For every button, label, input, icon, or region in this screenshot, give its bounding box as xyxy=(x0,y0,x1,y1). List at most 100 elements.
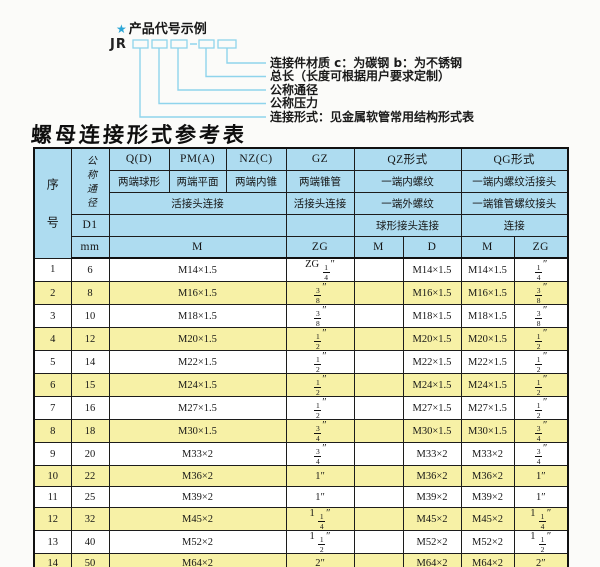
cell-dn: 32 xyxy=(70,507,110,531)
cell-qz-d: M22×1.5 xyxy=(402,350,462,374)
cell-qg-zg: 1″ xyxy=(513,486,569,508)
cell-qz-m xyxy=(353,553,404,567)
cell-serial: 9 xyxy=(33,442,72,466)
cell-serial: 5 xyxy=(33,350,72,374)
cell-gz-zg: 1 1 2 ″ xyxy=(285,530,355,554)
table-row: 8 18 M30×1.5 3 4 ″ M30×1.5 M30×1.5 3 4 ″ xyxy=(33,419,569,443)
header-nz: NZ(C) xyxy=(225,147,287,171)
header-zg: ZG xyxy=(285,235,355,259)
cell-qg-m: M18×1.5 xyxy=(460,304,515,328)
cell-gz-zg: 1 1 4 ″ xyxy=(285,507,355,531)
cell-thread-m: M27×1.5 xyxy=(108,396,287,420)
cell-qg-zg: 3 8 ″ xyxy=(513,281,569,305)
code-box-3 xyxy=(170,39,188,49)
header-pm: PM(A) xyxy=(168,147,227,171)
cell-qz-m xyxy=(353,507,404,531)
cell-serial: 1 xyxy=(33,257,72,282)
cell-qg-zg: 1 2 ″ xyxy=(513,396,569,420)
cell-qg-zg: 1 1 2 ″ xyxy=(513,530,569,554)
cell-thread-m: M18×1.5 xyxy=(108,304,287,328)
cell-qz-d: M52×2 xyxy=(402,530,462,554)
cell-qz-m xyxy=(353,257,404,282)
cell-qz-d: M27×1.5 xyxy=(402,396,462,420)
cell-qz-d: M24×1.5 xyxy=(402,373,462,397)
header-qz-row2: 一端内螺纹 xyxy=(353,169,462,193)
cell-serial: 14 xyxy=(33,553,72,567)
cell-gz-zg: 3 4 ″ xyxy=(285,419,355,443)
cell-qz-m xyxy=(353,281,404,305)
cell-dn: 20 xyxy=(70,442,110,466)
code-prefix: JR xyxy=(110,37,127,52)
cell-dn: 15 xyxy=(70,373,110,397)
star-icon: ★ xyxy=(116,22,127,36)
cell-dn: 8 xyxy=(70,281,110,305)
table-row: 3 10 M18×1.5 3 8 ″ M18×1.5 M18×1.5 3 8 ″ xyxy=(33,304,569,328)
cell-gz-zg: 1″ xyxy=(285,486,355,508)
cell-thread-m: M22×1.5 xyxy=(108,350,287,374)
cell-thread-m: M20×1.5 xyxy=(108,327,287,351)
header-pm-desc: 两端平面 xyxy=(168,169,227,193)
table-row: 13 40 M52×2 1 1 2 ″ M52×2 M52×2 1 1 2 ″ xyxy=(33,530,569,554)
cell-qz-m xyxy=(353,442,404,466)
cell-qz-m xyxy=(353,350,404,374)
cell-qg-m: M52×2 xyxy=(460,530,515,554)
cell-qz-m xyxy=(353,396,404,420)
cell-serial: 12 xyxy=(33,507,72,531)
table-row: 7 16 M27×1.5 1 2 ″ M27×1.5 M27×1.5 1 2 ″ xyxy=(33,396,569,420)
header-union-gz: 活接头连接 xyxy=(285,191,355,215)
cell-dn: 10 xyxy=(70,304,110,328)
cell-gz-zg: 1 2 ″ xyxy=(285,373,355,397)
cell-dn: 14 xyxy=(70,350,110,374)
cell-qz-m xyxy=(353,486,404,508)
header-qg-zg: ZG xyxy=(513,235,569,259)
code-box-2 xyxy=(151,39,168,49)
cell-qg-zg: 2″ xyxy=(513,553,569,567)
cell-qg-m: M33×2 xyxy=(460,442,515,466)
cell-qz-m xyxy=(353,304,404,328)
cell-serial: 4 xyxy=(33,327,72,351)
table-row: 6 15 M24×1.5 1 2 ″ M24×1.5 M24×1.5 1 2 ″ xyxy=(33,373,569,397)
cell-gz-zg: 1 2 ″ xyxy=(285,327,355,351)
cell-qz-d: M36×2 xyxy=(402,465,462,487)
header-gz: GZ xyxy=(285,147,355,171)
code-box-1 xyxy=(132,39,149,49)
header-m: M xyxy=(108,235,287,259)
cell-dn: 6 xyxy=(70,257,110,282)
connector-material xyxy=(226,48,266,64)
cell-thread-m: M24×1.5 xyxy=(108,373,287,397)
cell-thread-m: M36×2 xyxy=(108,465,287,487)
cell-qz-d: M14×1.5 xyxy=(402,257,462,282)
cell-qg-m: M45×2 xyxy=(460,507,515,531)
cell-qg-zg: 1 2 ″ xyxy=(513,327,569,351)
cell-dn: 25 xyxy=(70,486,110,508)
header-gz-desc: 两端锥管 xyxy=(285,169,355,193)
cell-thread-m: M45×2 xyxy=(108,507,287,531)
cell-qz-m xyxy=(353,465,404,487)
cell-qz-d: M64×2 xyxy=(402,553,462,567)
header-qz-row4: 球形接头连接 xyxy=(353,213,462,237)
cell-gz-zg: 1″ xyxy=(285,465,355,487)
header-d1: D1 xyxy=(70,213,110,237)
cell-qz-m xyxy=(353,327,404,351)
table-row: 2 8 M16×1.5 3 8 ″ M16×1.5 M16×1.5 3 8 ″ xyxy=(33,281,569,305)
cell-qg-m: M24×1.5 xyxy=(460,373,515,397)
table-header: 序号 公称通径 Q(D) PM(A) NZ(C) GZ QZ形式 QG形式 两端… xyxy=(33,147,569,259)
cell-serial: 7 xyxy=(33,396,72,420)
label-form: 连接形式：见金属软管常用结构形式表 xyxy=(270,109,475,124)
cell-gz-zg: 1 2 ″ xyxy=(285,350,355,374)
header-qg: QG形式 xyxy=(460,147,569,171)
cell-dn: 12 xyxy=(70,327,110,351)
cell-dn: 40 xyxy=(70,530,110,554)
cell-gz-zg: ZG 1 4 ″ xyxy=(285,257,355,282)
cell-qz-m xyxy=(353,419,404,443)
table-row: 11 25 M39×2 1″ M39×2 M39×2 1″ xyxy=(33,486,569,508)
cell-serial: 13 xyxy=(33,530,72,554)
table-row: 9 20 M33×2 3 4 ″ M33×2 M33×2 3 4 ″ xyxy=(33,442,569,466)
cell-qg-zg: 1 4 ″ xyxy=(513,257,569,282)
cell-qg-zg: 3 4 ″ xyxy=(513,442,569,466)
cell-qg-zg: 1 2 ″ xyxy=(513,373,569,397)
product-code-diagram: ★ 产品代号示例 JR 连接件材质 c：为碳钢 b：为不锈钢 总长（长度可根据用户… xyxy=(0,0,600,150)
cell-qz-d: M33×2 xyxy=(402,442,462,466)
cell-qz-d: M18×1.5 xyxy=(402,304,462,328)
